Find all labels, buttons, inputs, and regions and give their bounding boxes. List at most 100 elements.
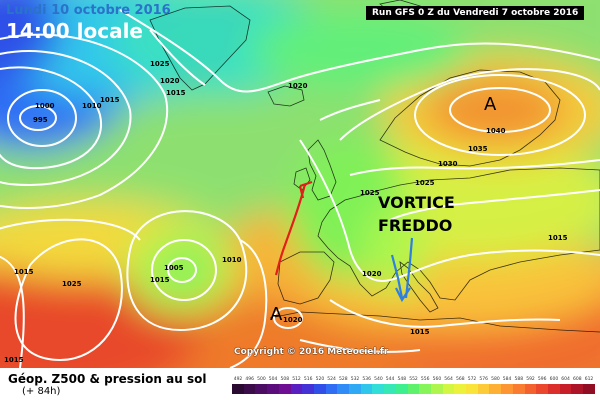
isobar-1010-cutoff xyxy=(151,239,217,301)
arrow-left xyxy=(390,254,404,299)
isobars xyxy=(0,9,600,368)
scale-label: 524 xyxy=(327,377,336,382)
scale-swatch xyxy=(419,384,432,394)
isobar-label: 1020 xyxy=(160,77,180,85)
scale-label: 496 xyxy=(245,377,254,382)
scale-label: 564 xyxy=(444,377,453,382)
scale-swatch xyxy=(302,384,315,394)
isobar-label: 1020 xyxy=(283,316,303,324)
isobar-label: 1015 xyxy=(410,328,430,336)
scale-label: 520 xyxy=(315,377,325,382)
scale-label: 592 xyxy=(526,377,535,382)
isobar-label: 1015 xyxy=(548,234,568,242)
isobar-1020-high xyxy=(273,307,303,329)
isobar-label: 995 xyxy=(33,116,48,124)
isobar-label: 1015 xyxy=(4,356,24,364)
isobar-label: 1010 xyxy=(82,102,102,110)
scale-swatch xyxy=(232,384,244,394)
scale-swatch xyxy=(267,384,280,394)
scale-swatch xyxy=(290,384,303,394)
scale-swatch xyxy=(384,384,397,394)
scale-label: 548 xyxy=(397,377,407,382)
vortex-label-line1: VORTICE xyxy=(378,193,455,212)
scale-swatch xyxy=(255,384,268,394)
valid-date: Lundi 10 octobre 2016 xyxy=(6,3,171,18)
scale-swatch xyxy=(524,384,537,394)
isobar-1015-north xyxy=(0,33,169,209)
front-line xyxy=(274,180,313,276)
scale-swatch xyxy=(325,384,338,394)
isobar-label: 1025 xyxy=(62,280,82,288)
scale-label: 596 xyxy=(537,377,547,382)
isobar-label: 1025 xyxy=(150,60,170,68)
scale-label: 532 xyxy=(350,377,360,382)
legend-title: Géop. Z500 & pression au sol xyxy=(8,372,207,386)
scale-swatch xyxy=(501,384,514,394)
scale-label: 516 xyxy=(303,377,313,382)
isobar-1020-europe xyxy=(299,139,600,282)
scale-swatch xyxy=(243,384,256,394)
scale-label: 492 xyxy=(233,377,243,382)
scale-swatch xyxy=(466,384,478,394)
scale-swatch xyxy=(395,384,408,394)
scale-swatch xyxy=(349,384,361,394)
isobar-1035 xyxy=(414,74,586,156)
scale-swatch xyxy=(489,384,502,394)
scale-label: 568 xyxy=(456,377,465,382)
isobar-1025-greenland xyxy=(149,29,206,86)
isobar-1015-med xyxy=(329,299,561,328)
scale-label: 560 xyxy=(432,377,442,382)
scale-label: 512 xyxy=(292,377,301,382)
isobar-1020-azores xyxy=(0,218,268,368)
isobar-1015-cutoff xyxy=(126,210,248,332)
scale-swatch xyxy=(372,384,385,394)
front-hook xyxy=(298,185,305,199)
scale-label: 600 xyxy=(549,377,559,382)
isobar-label: 1015 xyxy=(166,89,186,97)
scale-label: 500 xyxy=(257,377,266,382)
scale-label: 508 xyxy=(280,377,290,382)
isobar-1030 xyxy=(339,68,600,176)
scale-swatch xyxy=(547,384,560,394)
isobar-label: 1020 xyxy=(362,270,382,278)
isobar-1025-east xyxy=(319,99,600,221)
isobar-1005-cutoff xyxy=(167,257,197,283)
scale-label: 612 xyxy=(584,377,594,382)
isobar-995 xyxy=(19,105,57,131)
isobar-label: 1015 xyxy=(14,268,34,276)
isobar-label: 1015 xyxy=(100,96,120,104)
isobar-label: 1005 xyxy=(164,264,184,272)
scale-swatch xyxy=(559,384,572,394)
arrowhead xyxy=(395,287,411,303)
valid-local-time: 14:00 locale xyxy=(6,19,143,43)
scale-swatch xyxy=(442,384,455,394)
isobar-1025-azores xyxy=(14,238,123,362)
isobar-label: 1035 xyxy=(468,145,488,153)
scale-swatch xyxy=(571,384,584,394)
scale-swatch xyxy=(430,384,443,394)
vortex-label-line2: FREDDO xyxy=(378,216,452,235)
scale-swatch xyxy=(536,384,549,394)
isobar-1015-med2 xyxy=(299,339,421,353)
scale-label: 572 xyxy=(467,377,477,382)
high-pressure-label-south: A xyxy=(270,304,283,325)
isobar-1010 xyxy=(0,50,132,187)
isobar-label: 1015 xyxy=(150,276,170,284)
height-field xyxy=(0,0,600,368)
scale-label: 552 xyxy=(409,377,418,382)
scale-label: 608 xyxy=(573,377,582,382)
isobar-label: 1040 xyxy=(486,127,506,135)
scale-label: 528 xyxy=(339,377,348,382)
geopotential-map: 1000 995 1010 1015 1025 1020 1015 1020 1… xyxy=(0,0,600,368)
forecast-lead: (+ 84h) xyxy=(22,386,61,397)
isobar-1000 xyxy=(7,89,77,147)
arrow-right xyxy=(404,237,414,299)
scale-swatch xyxy=(477,384,490,394)
isobar-1020-north xyxy=(119,9,600,93)
scale-swatch xyxy=(360,384,373,394)
scale-label: 556 xyxy=(420,377,430,382)
copyright: Copyright © 2016 Meteociel.fr xyxy=(234,347,389,357)
scale-swatch xyxy=(407,384,420,394)
isobar-label: 1000 xyxy=(35,102,55,110)
